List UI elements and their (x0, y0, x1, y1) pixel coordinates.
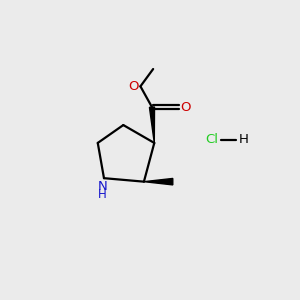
Text: H: H (98, 188, 106, 201)
Polygon shape (144, 178, 173, 185)
Text: O: O (180, 100, 191, 114)
Polygon shape (149, 107, 154, 143)
Text: O: O (129, 80, 139, 93)
Text: Cl: Cl (205, 134, 218, 146)
Text: H: H (238, 134, 248, 146)
Text: N: N (97, 180, 107, 194)
